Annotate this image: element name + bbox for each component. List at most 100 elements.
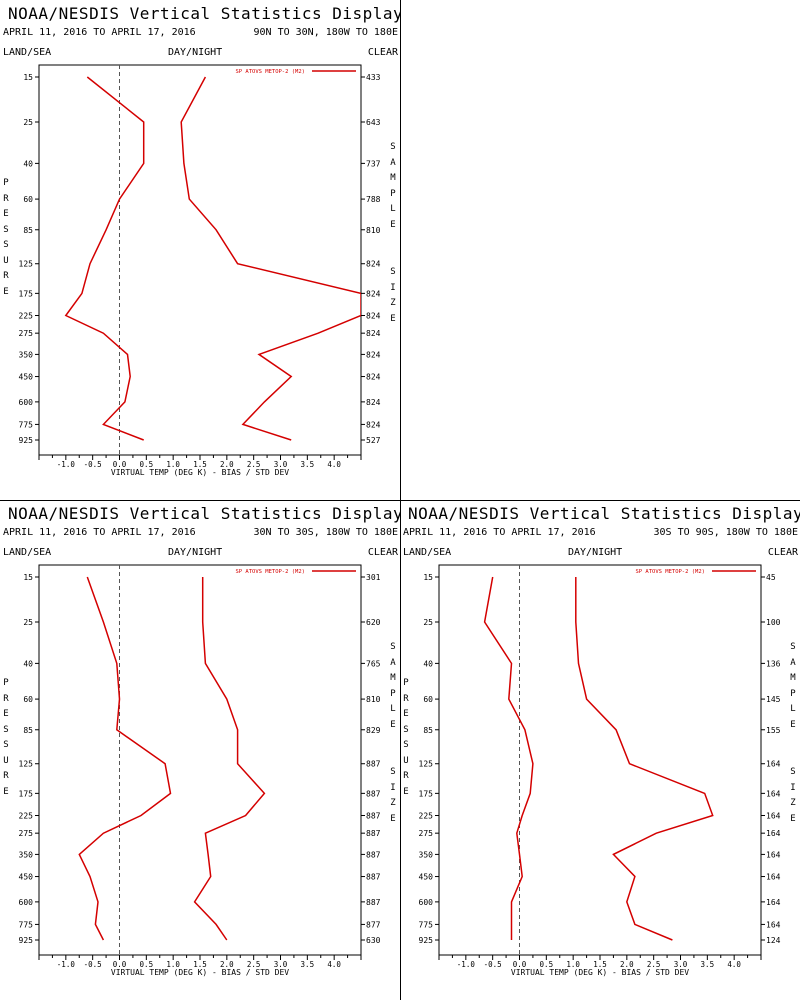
sample-axis-word: S A M P L E: [390, 642, 396, 730]
x-axis-title: VIRTUAL TEMP (DEG K) - BIAS / STD DEV: [111, 968, 289, 977]
panel-title: NOAA/NESDIS Vertical Statistics Display: [408, 504, 800, 523]
sample-size-label: 887: [366, 829, 381, 838]
series-line-bias: [64, 76, 145, 441]
day-night-label: DAY/NIGHT: [568, 547, 623, 558]
x-tick-label: 1.0: [166, 960, 180, 969]
date-range: APRIL 11, 2016 TO APRIL 17, 2016: [403, 527, 596, 538]
day-night-label: DAY/NIGHT: [168, 547, 223, 558]
x-tick-label: 0.5: [140, 960, 154, 969]
x-tick-label: 1.5: [193, 460, 207, 469]
series-line-bias: [483, 576, 534, 940]
size-axis-word: S I Z E: [390, 767, 396, 824]
stats-panel-north: NOAA/NESDIS Vertical Statistics Display …: [0, 0, 400, 500]
x-tick-label: 4.0: [327, 960, 341, 969]
plot-frame: [38, 64, 362, 456]
pressure-level-label: 15: [23, 573, 33, 582]
pressure-level-label: 600: [19, 398, 34, 407]
pressure-level-label: 40: [423, 659, 433, 668]
x-tick-label: 3.0: [274, 460, 288, 469]
pressure-level-label: 450: [19, 873, 34, 882]
series-line-std-dev: [193, 577, 266, 941]
pressure-level-label: 125: [19, 260, 34, 269]
pressure-level-label: 175: [419, 789, 434, 798]
panel-divider-horizontal: [0, 500, 800, 501]
pressure-level-label: 175: [19, 789, 34, 798]
clear-label: CLEAR: [367, 47, 398, 58]
sample-size-label: 887: [366, 789, 381, 798]
x-tick-label: 3.5: [701, 960, 715, 969]
sample-size-label: 824: [366, 420, 381, 429]
pressure-axis-word: P R E S S U R E: [3, 678, 9, 797]
land-sea-label: LAND/SEA: [403, 547, 452, 558]
pressure-axis-word: P R E S S U R E: [3, 178, 9, 297]
pressure-level-label: 925: [419, 936, 434, 945]
sample-size-label: 887: [366, 873, 381, 882]
land-sea-label: LAND/SEA: [3, 47, 52, 58]
x-tick-label: 3.5: [301, 960, 315, 969]
series-line-std-dev: [575, 577, 714, 941]
date-range: APRIL 11, 2016 TO APRIL 17, 2016: [3, 27, 196, 38]
x-tick-label: 2.0: [220, 960, 234, 969]
sample-size-label: 887: [366, 760, 381, 769]
x-tick-label: 2.5: [247, 460, 261, 469]
x-tick-label: -1.0: [57, 460, 76, 469]
plot-frame: [38, 564, 362, 956]
sample-size-label: 788: [366, 195, 381, 204]
sample-size-label: 301: [366, 573, 381, 582]
sample-size-label: 643: [366, 118, 381, 127]
sample-size-label: 124: [766, 936, 781, 945]
region-label: 90N TO 30N, 180W TO 180E: [253, 27, 399, 38]
pressure-level-label: 125: [419, 760, 434, 769]
region-label: 30N TO 30S, 180W TO 180E: [253, 527, 399, 538]
sample-size-label: 164: [766, 898, 781, 907]
pressure-level-label: 925: [19, 936, 34, 945]
sample-size-label: 887: [366, 850, 381, 859]
x-tick-label: 1.0: [166, 460, 180, 469]
sample-size-label: 164: [766, 850, 781, 859]
pressure-level-label: 85: [23, 226, 33, 235]
sample-size-label: 164: [766, 829, 781, 838]
pressure-level-label: 600: [19, 898, 34, 907]
x-tick-label: 3.0: [274, 960, 288, 969]
pressure-level-label: 925: [19, 436, 34, 445]
panel-title: NOAA/NESDIS Vertical Statistics Display: [8, 4, 400, 23]
pressure-level-label: 125: [19, 760, 34, 769]
pressure-level-label: 60: [23, 695, 33, 704]
pressure-level-label: 40: [23, 659, 33, 668]
sample-size-label: 824: [366, 311, 381, 320]
sample-axis-word: S A M P L E: [790, 642, 796, 730]
profile-chart: -1.0 -0.5 0.0 0.5 1.0 1.5 2.0 2.5 3.0 3.5 4.0 VIRTU…: [19, 64, 381, 477]
date-range: APRIL 11, 2016 TO APRIL 17, 2016: [3, 527, 196, 538]
pressure-level-label: 275: [419, 829, 434, 838]
pressure-level-label: 225: [19, 311, 34, 320]
legend-label: SP ATOVS METOP-2 (M2): [235, 569, 305, 575]
stats-panel-south: NOAA/NESDIS Vertical Statistics Display …: [400, 500, 800, 1000]
pressure-level-label: 600: [419, 898, 434, 907]
sample-size-label: 164: [766, 760, 781, 769]
pressure-axis-word: P R E S S U R E: [403, 678, 409, 797]
sample-size-label: 737: [366, 159, 381, 168]
x-tick-label: 2.5: [647, 960, 661, 969]
x-tick-label: 0.5: [140, 460, 154, 469]
pressure-level-label: 275: [19, 329, 34, 338]
x-tick-label: 3.0: [674, 960, 688, 969]
size-axis-word: S I Z E: [390, 267, 396, 324]
sample-size-label: 829: [366, 726, 381, 735]
pressure-level-label: 85: [423, 726, 433, 735]
sample-size-label: 527: [366, 436, 381, 445]
land-sea-label: LAND/SEA: [3, 547, 52, 558]
sample-size-label: 164: [766, 920, 781, 929]
x-tick-label: 3.5: [301, 460, 315, 469]
x-tick-label: 0.0: [113, 460, 127, 469]
sample-size-label: 824: [366, 289, 381, 298]
pressure-level-label: 15: [423, 573, 433, 582]
sample-size-label: 824: [366, 329, 381, 338]
x-tick-label: 4.0: [727, 960, 741, 969]
pressure-level-label: 350: [19, 850, 34, 859]
x-tick-label: 2.0: [620, 960, 634, 969]
stats-panel-tropics: NOAA/NESDIS Vertical Statistics Display …: [0, 500, 400, 1000]
pressure-level-label: 450: [19, 373, 34, 382]
pressure-level-label: 775: [419, 920, 434, 929]
clear-label: CLEAR: [367, 547, 398, 558]
pressure-level-label: 775: [19, 420, 34, 429]
